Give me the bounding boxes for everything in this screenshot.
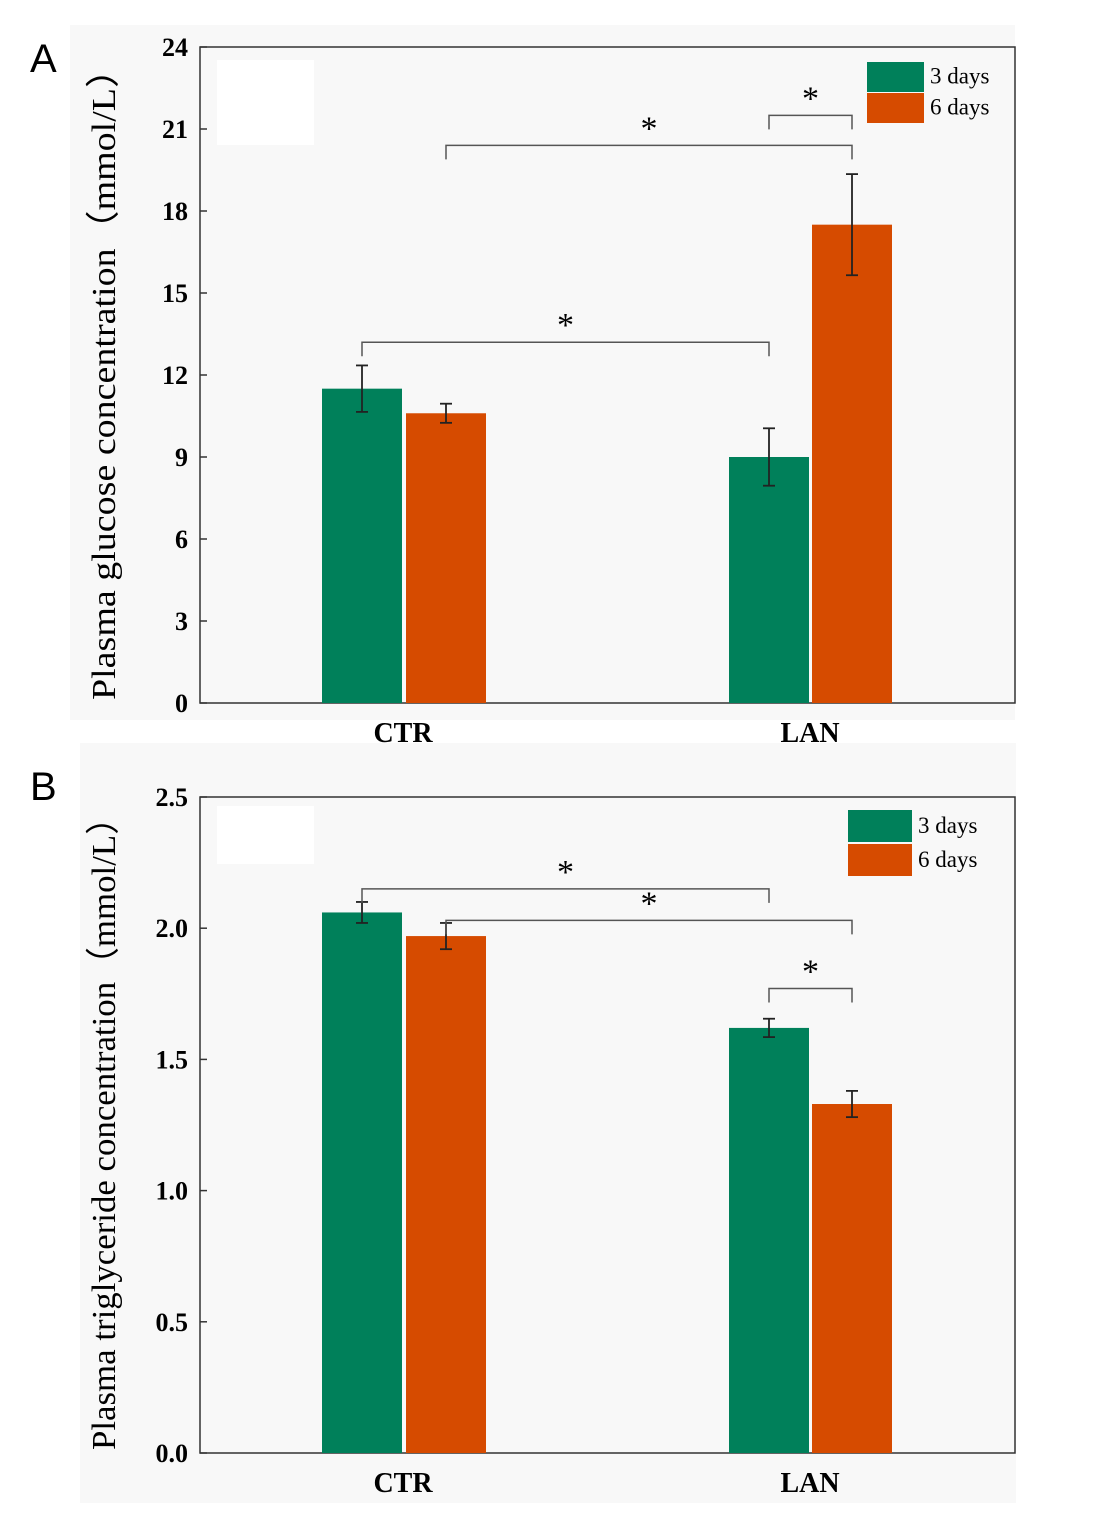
x-category-label: CTR xyxy=(373,1468,433,1499)
significance-bracket xyxy=(768,987,853,1003)
y-tick-label: 9 xyxy=(175,443,188,472)
blank-patch xyxy=(217,806,314,864)
y-tick-label: 6 xyxy=(175,525,188,554)
y-tick-label: 24 xyxy=(162,33,188,62)
legend-label: 6 days xyxy=(918,847,977,872)
bar xyxy=(406,413,486,703)
bar xyxy=(812,224,892,703)
bar xyxy=(406,936,486,1453)
y-tick-label: 0.0 xyxy=(156,1439,189,1468)
bar xyxy=(729,457,809,703)
legend-swatch xyxy=(867,62,924,92)
significance-bracket xyxy=(768,114,853,130)
y-axis-label: Plasma glucose concentration（mmol/L） xyxy=(85,50,123,700)
significance-star: * xyxy=(641,885,658,922)
legend-swatch xyxy=(848,810,912,842)
significance-star: * xyxy=(557,307,574,344)
significance-bracket xyxy=(445,919,853,935)
y-tick-label: 2.0 xyxy=(156,914,189,943)
x-category-label: LAN xyxy=(780,1468,839,1499)
y-tick-label: 1.0 xyxy=(156,1177,189,1206)
y-tick-label: 12 xyxy=(162,361,188,390)
y-tick-label: 0.5 xyxy=(156,1308,189,1337)
significance-star: * xyxy=(557,854,574,891)
y-tick-label: 1.5 xyxy=(156,1045,189,1074)
y-tick-label: 2.5 xyxy=(156,783,189,812)
bar xyxy=(729,1027,809,1453)
chart-panel-b: B 0.0 0.5 1.0 1.5 2.0 2.5 Plasma triglyceride c… xyxy=(30,743,1016,1503)
legend-swatch xyxy=(867,93,924,123)
y-axis-label: Plasma triglyceride concentration（mmol/L… xyxy=(85,800,123,1450)
chart-panel-a: A 0 3 6 9 12 15 18 21 24 Plasma glucose concentrat… xyxy=(30,25,1016,749)
significance-star: * xyxy=(802,954,819,991)
significance-star: * xyxy=(641,110,658,147)
y-tick-label: 21 xyxy=(162,115,188,144)
bar xyxy=(322,388,402,703)
legend-label: 6 days xyxy=(930,95,989,120)
legend-label: 3 days xyxy=(918,813,977,838)
significance-bracket xyxy=(361,341,770,357)
legend-swatch xyxy=(848,844,912,876)
significance-bracket xyxy=(445,144,853,160)
y-tick-label: 15 xyxy=(162,279,188,308)
y-tick-label: 18 xyxy=(162,197,188,226)
panel-label: B xyxy=(30,765,57,809)
significance-bracket xyxy=(361,888,770,903)
blank-patch xyxy=(217,60,314,145)
bar xyxy=(322,912,402,1453)
bar xyxy=(812,1104,892,1453)
significance-star: * xyxy=(802,80,819,117)
plot-frame xyxy=(199,796,1016,1454)
y-tick-label: 0 xyxy=(175,689,188,718)
panel-label: A xyxy=(30,37,57,81)
y-tick-label: 3 xyxy=(175,607,188,636)
legend-label: 3 days xyxy=(930,64,989,89)
